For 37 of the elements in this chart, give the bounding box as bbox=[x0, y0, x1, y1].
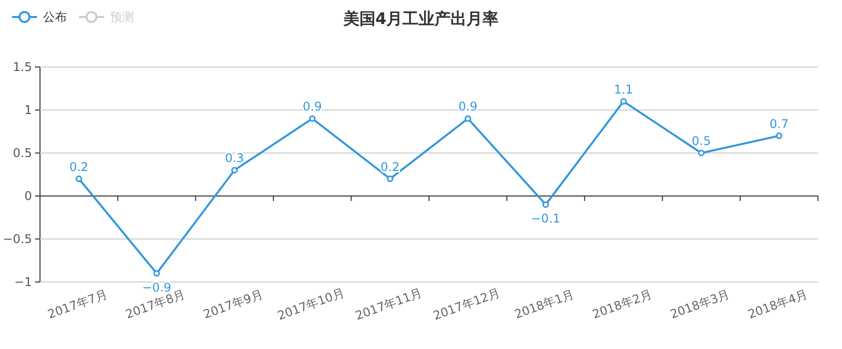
x-tick-label: 2018年3月 bbox=[668, 287, 732, 322]
data-label: −0.1 bbox=[531, 212, 560, 226]
data-label: 0.5 bbox=[692, 134, 711, 148]
x-tick-label: 2018年1月 bbox=[512, 287, 576, 322]
x-tick-label: 2017年9月 bbox=[202, 287, 265, 322]
point bbox=[620, 98, 627, 105]
y-tick-label: −0.5 bbox=[2, 232, 32, 246]
x-tick-label: 2018年2月 bbox=[590, 287, 654, 322]
point bbox=[698, 150, 705, 156]
point bbox=[231, 166, 238, 174]
data-label: −0.9 bbox=[142, 280, 172, 294]
point bbox=[776, 132, 782, 140]
x-tick-label: 2017年10月 bbox=[276, 286, 346, 323]
x-tick-label: 2017年7月 bbox=[46, 287, 110, 322]
point bbox=[153, 270, 160, 277]
data-label: 0.9 bbox=[302, 100, 322, 114]
chart-title: 美国4月工业产出月率 bbox=[342, 9, 499, 28]
data-label: 0.9 bbox=[458, 100, 478, 114]
point bbox=[76, 176, 82, 182]
data-label: 1.1 bbox=[614, 82, 634, 96]
data-label: 0.3 bbox=[224, 151, 244, 166]
data-label: 0.2 bbox=[69, 160, 88, 174]
x-tick-label: 2017年12月 bbox=[431, 286, 502, 323]
y-tick-label: 1 bbox=[24, 103, 32, 117]
y-tick-label: −1 bbox=[14, 275, 32, 289]
point bbox=[386, 176, 394, 182]
x-tick-label: 2018年4月 bbox=[746, 287, 810, 322]
data-label: 0.7 bbox=[770, 116, 789, 131]
y-tick-label: 0.5 bbox=[12, 146, 32, 160]
y-tick-label: 0 bbox=[24, 189, 32, 203]
x-tick-label: 2017年11月 bbox=[354, 286, 424, 323]
point bbox=[542, 201, 549, 208]
point bbox=[464, 115, 472, 122]
point bbox=[309, 115, 316, 122]
y-tick-label: 1.5 bbox=[12, 60, 32, 74]
data-label: 0.2 bbox=[380, 160, 400, 174]
legend-label: 公布 bbox=[43, 10, 67, 24]
